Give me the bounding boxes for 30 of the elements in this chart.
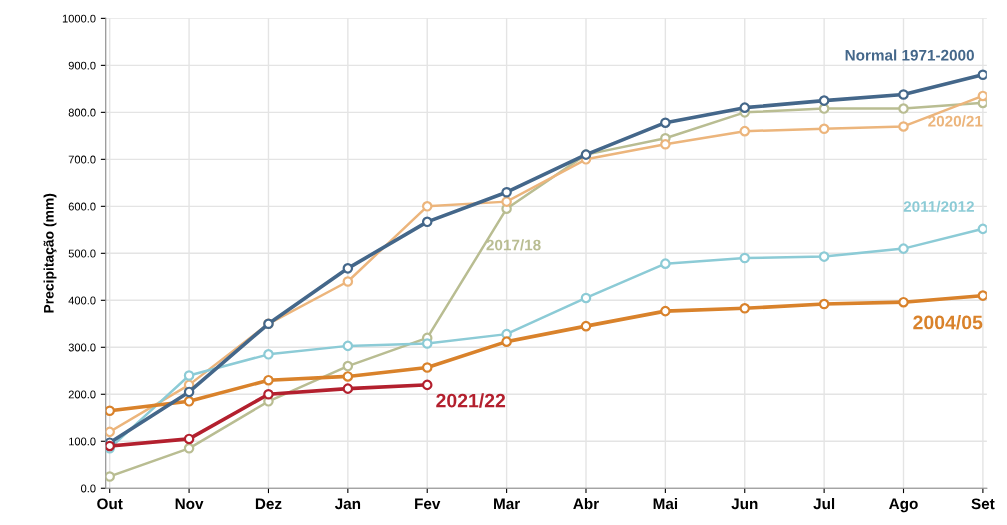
y-tick-label: 400.0 xyxy=(68,296,96,305)
x-tick-label: Jul xyxy=(813,497,835,510)
x-tick-label: Ago xyxy=(889,498,918,513)
y-tick-label: 0.0 xyxy=(81,484,96,493)
y-tick-label: 1000.0 xyxy=(62,14,96,23)
series-label: 2011/2012 xyxy=(903,200,974,213)
x-tick-label: Mar xyxy=(494,498,520,510)
series-label: 2021/22 xyxy=(436,393,506,408)
x-tick-label: Abr xyxy=(573,497,599,510)
y-tick-label: 100.0 xyxy=(69,437,96,446)
y-tick-label: 200.0 xyxy=(68,390,96,399)
series-label: Normal 1971-2000 xyxy=(845,49,974,61)
x-tick-label: Jun xyxy=(731,498,758,510)
y-tick-label: 900.0 xyxy=(68,61,96,70)
x-tick-label: Jan xyxy=(334,498,361,510)
x-tick-label: Dez xyxy=(255,498,282,510)
x-tick-label: Mai xyxy=(653,497,678,510)
series-label: 2004/05 xyxy=(913,315,983,330)
x-tick-label: Fev xyxy=(415,498,441,510)
x-tick-label: Set xyxy=(971,498,995,510)
y-tick-label: 600.0 xyxy=(68,202,96,211)
x-tick-label: Nov xyxy=(175,498,204,510)
series-label: 2020/21 xyxy=(928,115,983,127)
y-tick-label: 800.0 xyxy=(68,108,96,117)
y-tick-label: 500.0 xyxy=(68,249,96,258)
y-axis-title: Precipitação (mm) xyxy=(43,193,57,313)
series-label: 2017/18 xyxy=(486,239,541,251)
x-tick-label: Out xyxy=(97,498,123,510)
y-tick-label: 700.0 xyxy=(68,155,96,164)
y-tick-label: 300.0 xyxy=(68,343,96,352)
